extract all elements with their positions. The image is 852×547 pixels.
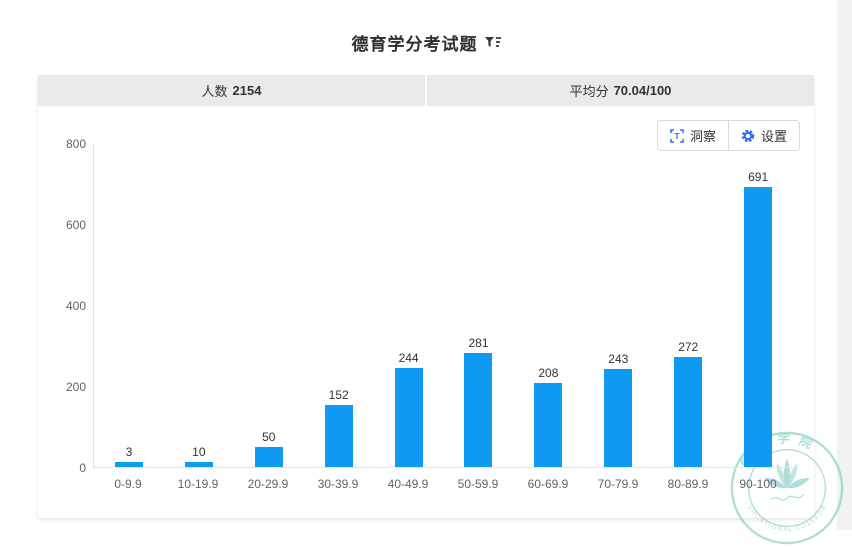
x-tick-label: 40-49.9 (387, 477, 429, 491)
x-tick-label: 80-89.9 (667, 477, 709, 491)
x-tick-label: 50-59.9 (457, 477, 499, 491)
settings-button-label: 设置 (760, 129, 787, 144)
stat-count-label: 人数 (201, 84, 228, 99)
bar-value-label: 281 (468, 336, 489, 351)
stat-average-value: 70.04/100 (613, 83, 672, 98)
bar[interactable] (184, 462, 213, 467)
bar[interactable] (254, 446, 283, 467)
stat-count-value: 2154 (232, 83, 262, 98)
bar[interactable] (534, 382, 563, 467)
x-tick-label: 10-19.9 (177, 477, 219, 491)
y-tick-label: 800 (65, 137, 86, 151)
plot-area: 3 10 50 152 244 281 208 243 272 691 (93, 144, 793, 468)
x-tick-label: 60-69.9 (527, 477, 569, 491)
bar-value-label: 243 (608, 351, 629, 366)
bar[interactable] (744, 187, 773, 467)
stat-average: 平均分 70.04/100 (427, 75, 814, 106)
y-tick-label: 200 (65, 380, 86, 394)
bar[interactable] (394, 368, 423, 467)
y-tick-label: 400 (65, 299, 86, 313)
chart-region: T 洞察 设置 3 10 50 152 244 281 208 243 272 691 0-9.9… (38, 106, 814, 518)
x-tick-label: 20-29.9 (247, 477, 289, 491)
bar-value-label: 50 (262, 429, 276, 444)
svg-text:T: T (674, 131, 680, 141)
bar-slot: 10 (164, 144, 234, 467)
y-tick-label: 0 (79, 461, 86, 475)
text-scan-icon: T (670, 128, 684, 143)
stat-average-label: 平均分 (569, 84, 609, 99)
bar-value-label: 272 (678, 339, 699, 354)
page-header: 德育学分考试题 (0, 0, 852, 55)
x-tick-label: 90-100 (739, 477, 777, 491)
bar[interactable] (604, 368, 633, 467)
bar-value-label: 152 (328, 388, 349, 403)
scrollbar-track[interactable] (837, 0, 852, 530)
bar[interactable] (114, 462, 143, 467)
x-tick-label: 30-39.9 (317, 477, 359, 491)
bar-value-label: 3 (125, 445, 133, 459)
page-title: 德育学分考试题 (351, 35, 478, 54)
bar[interactable] (324, 405, 353, 467)
bar-slot: 243 (583, 144, 653, 467)
filter-funnel-icon[interactable] (484, 36, 501, 49)
bar-slot: 281 (444, 144, 514, 467)
x-tick-label: 70-79.9 (597, 477, 639, 491)
bar-value-label: 208 (538, 365, 559, 380)
chart-toolbar: T 洞察 设置 (656, 120, 800, 151)
gear-icon (741, 129, 755, 143)
bar-value-label: 691 (748, 170, 769, 185)
bar-value-label: 10 (192, 445, 206, 459)
insight-button[interactable]: T 洞察 (657, 121, 728, 150)
bar-slot: 208 (513, 144, 583, 467)
stat-count: 人数 2154 (38, 75, 425, 106)
chart-card: 人数 2154 平均分 70.04/100 T 洞察 (38, 75, 814, 518)
settings-button[interactable]: 设置 (727, 121, 799, 150)
bar-value-label: 244 (398, 351, 419, 366)
bar-slot: 272 (653, 144, 723, 467)
stats-bar: 人数 2154 平均分 70.04/100 (38, 75, 814, 106)
x-axis-labels: 0-9.9 10-19.9 20-29.9 30-39.9 40-49.9 50-59.9… (93, 477, 793, 491)
insight-button-label: 洞察 (689, 129, 716, 144)
y-tick-label: 600 (65, 218, 86, 232)
bar-slot: 3 (94, 144, 164, 467)
bar-slot: 691 (723, 144, 793, 467)
x-tick-label: 0-9.9 (114, 477, 142, 491)
bar-slot: 152 (304, 144, 374, 467)
bar[interactable] (674, 356, 703, 467)
bar-slot: 244 (374, 144, 444, 467)
bar-slot: 50 (234, 144, 304, 467)
bar[interactable] (464, 353, 493, 467)
